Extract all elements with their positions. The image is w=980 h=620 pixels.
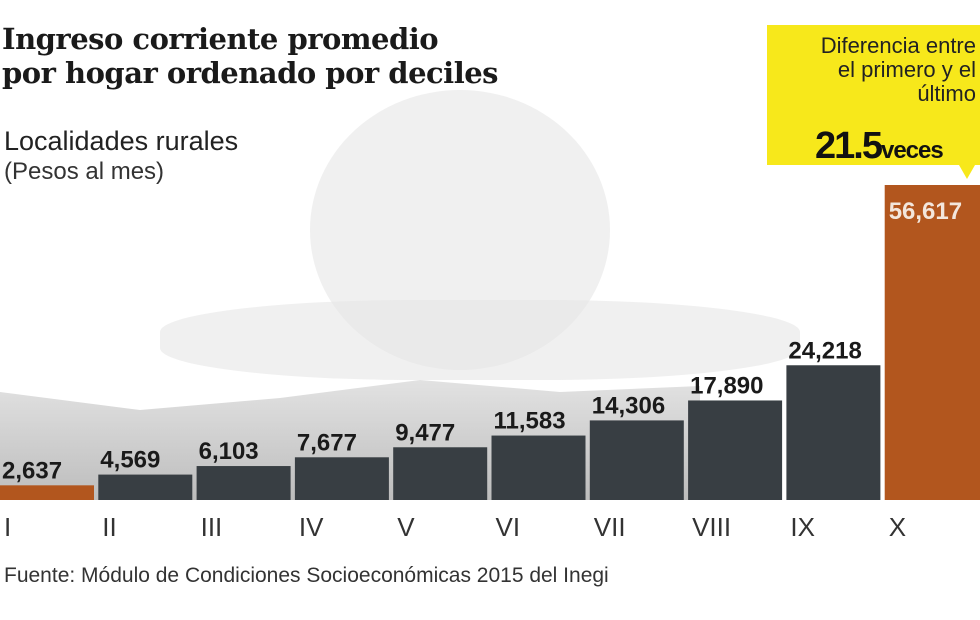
x-tick-label-X: X [889, 512, 906, 542]
bar-VIII [688, 400, 783, 500]
x-tick-label-II: II [102, 512, 116, 542]
bar-V [393, 447, 488, 500]
bar-value-label-I: 2,637 [2, 457, 62, 484]
title-line-1: Ingreso corriente promedio [2, 22, 439, 56]
callout-tail [959, 165, 975, 179]
bar-value-label-X: 56,617 [889, 198, 962, 225]
unit-label: (Pesos al mes) [4, 158, 165, 185]
bar-value-label-V: 9,477 [395, 419, 455, 446]
bar-value-label-VI: 11,583 [494, 408, 566, 435]
callout-number: 21.5 [815, 125, 883, 167]
title-line-2: por hogar ordenado por deciles [2, 56, 499, 90]
bar-VI [491, 435, 586, 500]
x-tick-label-VI: VI [496, 512, 521, 542]
bar-II [98, 474, 193, 500]
callout-value: 21.5veces [815, 125, 944, 168]
bar-value-label-IX: 24,218 [788, 337, 861, 364]
x-tick-label-III: III [201, 512, 223, 542]
callout-line-3: último [917, 81, 976, 106]
chart-subtitle: Localidades rurales [4, 126, 239, 156]
x-tick-label-IX: IX [790, 512, 815, 542]
bar-IX [786, 365, 881, 500]
callout-unit: veces [880, 137, 944, 164]
x-tick-label-V: V [397, 512, 415, 542]
callout-line-2: el primero y el [837, 57, 976, 82]
source-note: Fuente: Módulo de Condiciones Socioeconó… [4, 564, 609, 587]
difference-callout: Diferencia entre el primero y el último … [767, 25, 980, 179]
x-tick-label-IV: IV [299, 512, 324, 542]
callout-line-1: Diferencia entre [820, 33, 976, 58]
x-tick-label-I: I [4, 512, 11, 542]
bar-IV [294, 457, 389, 500]
bar-value-label-III: 6,103 [199, 438, 259, 465]
bar-X [884, 185, 980, 500]
bar-value-label-VII: 14,306 [592, 392, 665, 419]
callout-text: Diferencia entre el primero y el último [821, 34, 976, 106]
bar-value-label-VIII: 17,890 [690, 372, 763, 399]
bar-III [196, 466, 291, 500]
chart-title: Ingreso corriente promedio por hogar ord… [2, 22, 499, 90]
bar-value-label-II: 4,569 [100, 447, 160, 474]
bar-I [0, 485, 94, 500]
bar-VII [589, 420, 684, 500]
x-tick-label-VIII: VIII [692, 512, 731, 542]
watermark-wings [160, 300, 800, 380]
bar-value-label-IV: 7,677 [297, 429, 357, 456]
x-tick-label-VII: VII [594, 512, 626, 542]
